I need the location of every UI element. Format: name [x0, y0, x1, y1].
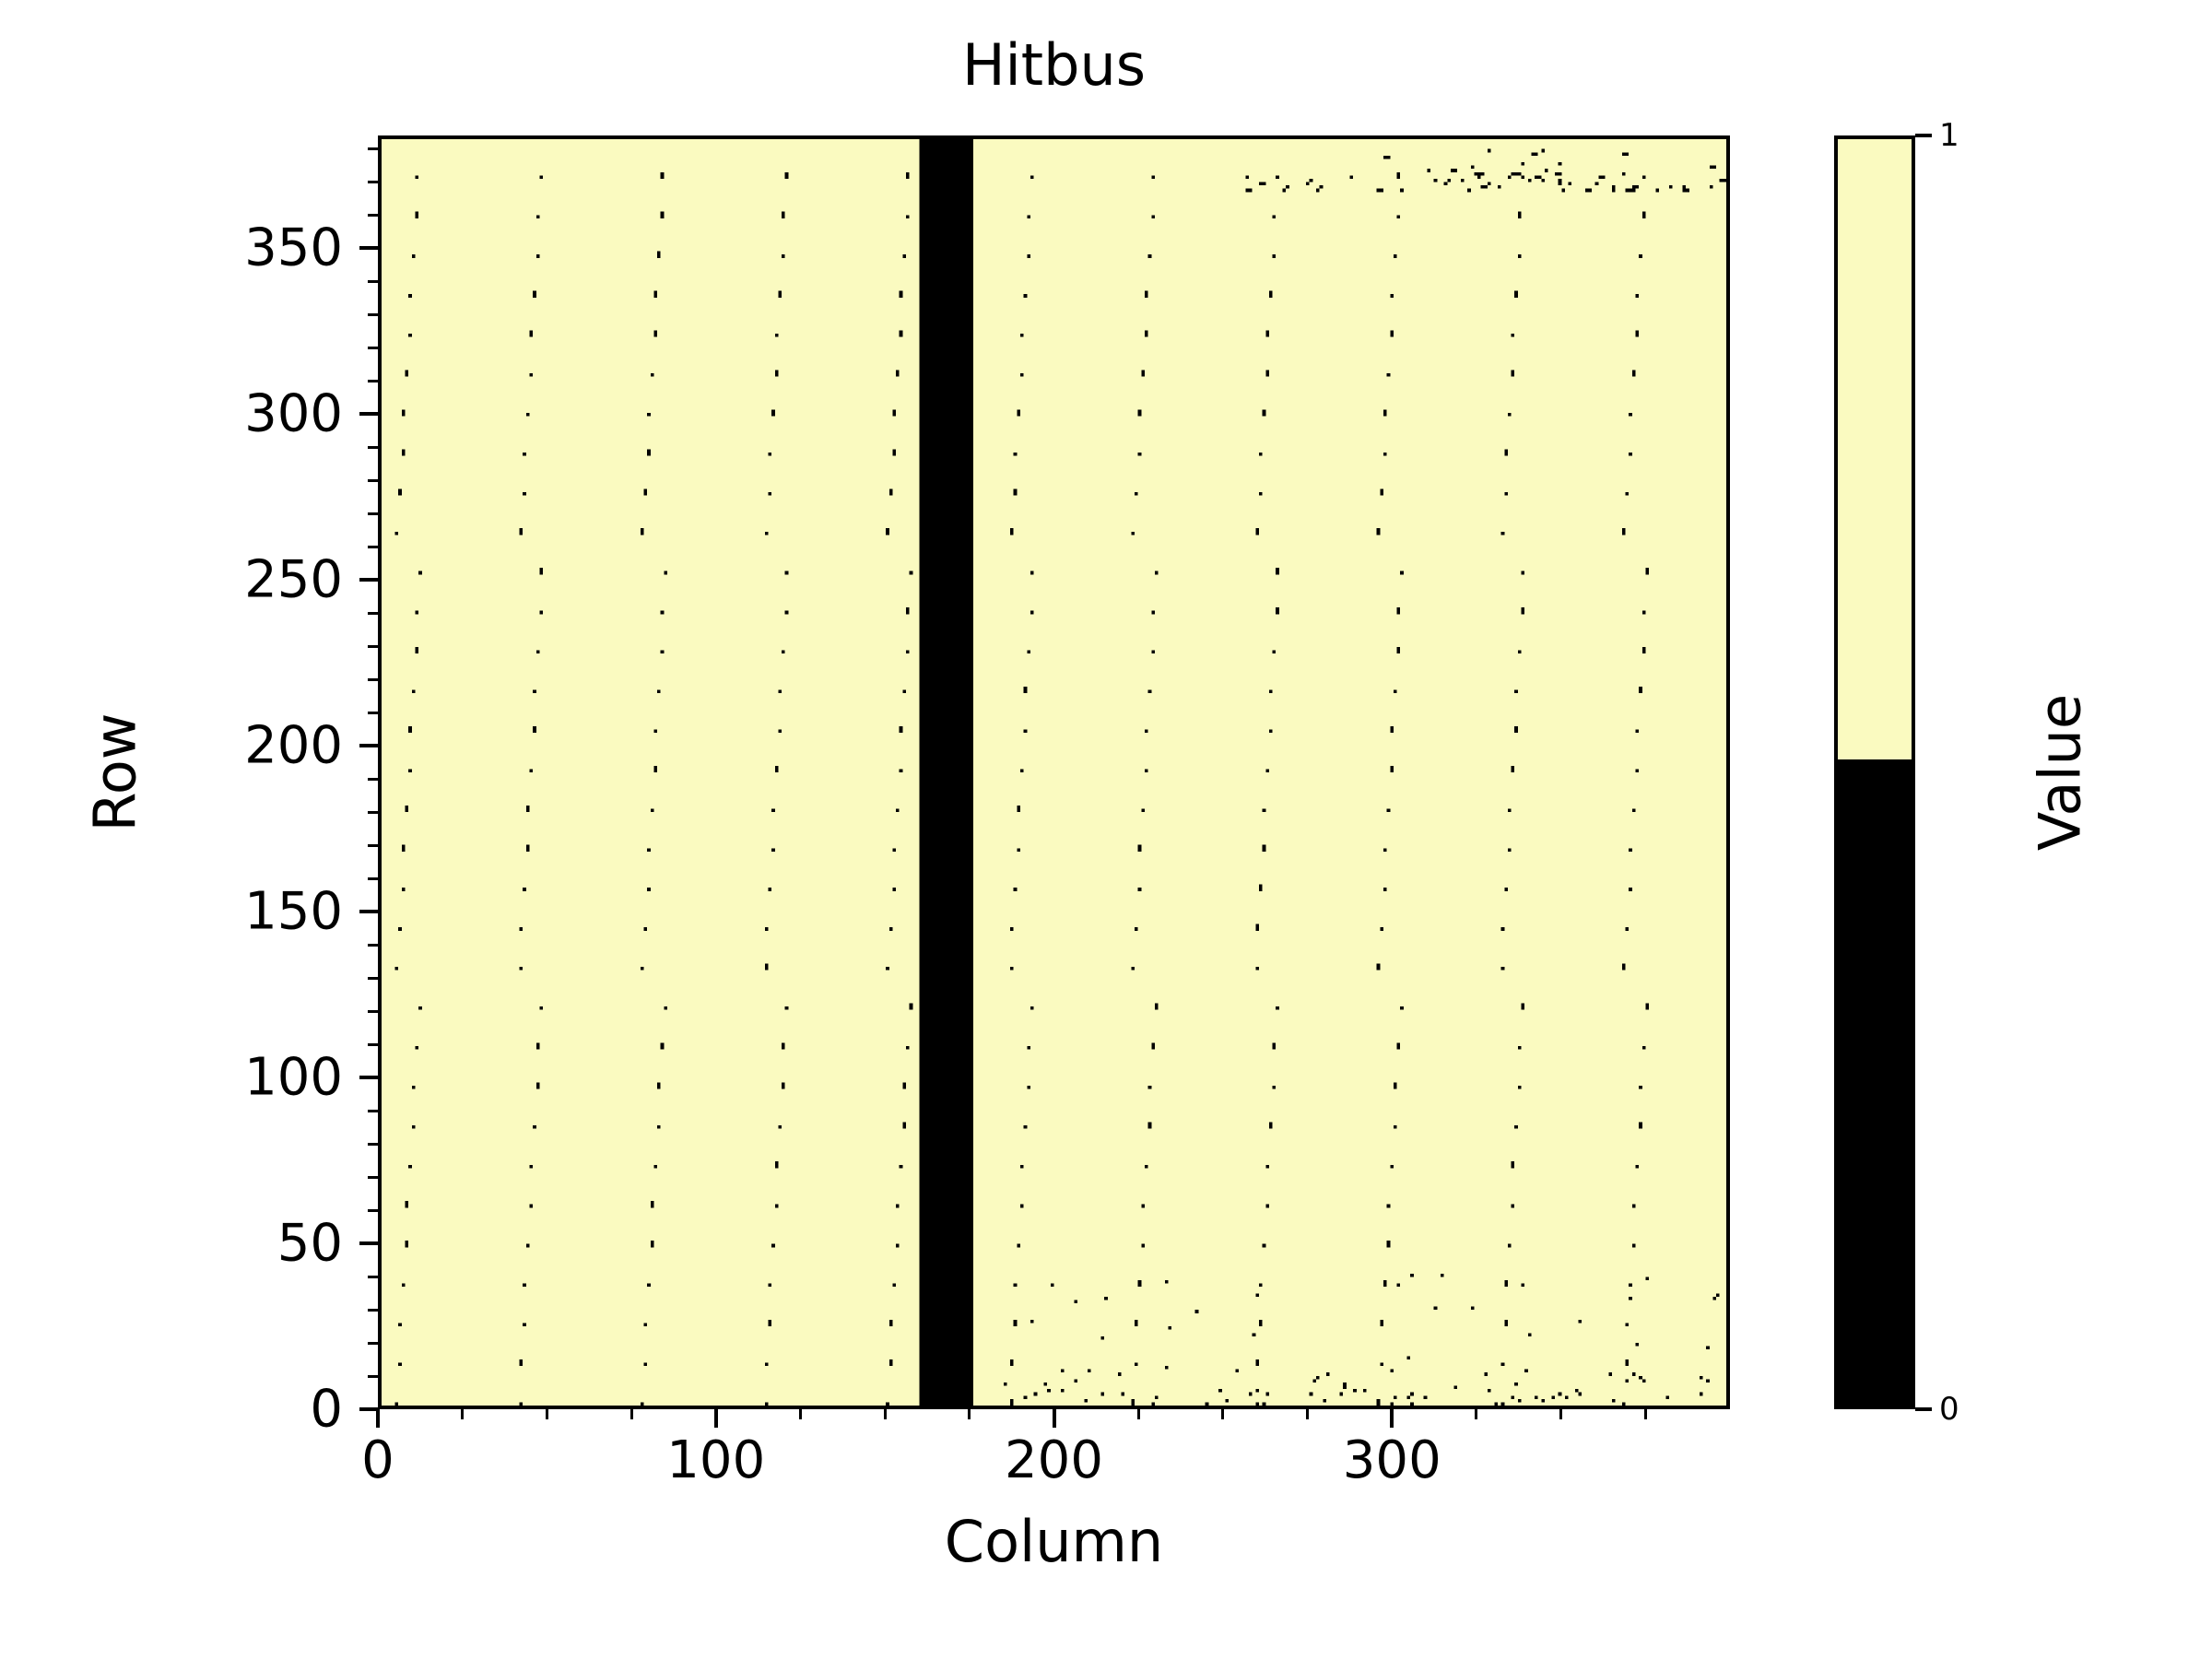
x-tick-minor: [1559, 1409, 1563, 1419]
y-tick-minor: [368, 1275, 378, 1278]
x-tick-minor: [1475, 1409, 1478, 1419]
y-tick-minor: [368, 1374, 378, 1378]
y-tick-major: [359, 1407, 378, 1411]
colorbar-tick: [1915, 1407, 1932, 1411]
y-tick-label: 100: [244, 1047, 343, 1108]
y-tick-minor: [368, 1109, 378, 1112]
y-tick-minor: [368, 545, 378, 548]
x-tick-minor: [1306, 1409, 1310, 1419]
y-tick-label: 250: [244, 549, 343, 610]
heatmap-plot-area[interactable]: [378, 135, 1730, 1409]
x-tick-minor: [968, 1409, 971, 1419]
x-tick-minor: [1136, 1409, 1140, 1419]
y-tick-minor: [368, 1341, 378, 1345]
colorbar-high-segment: [1838, 139, 1912, 760]
y-tick-minor: [368, 180, 378, 183]
y-tick-minor: [368, 644, 378, 648]
x-tick-minor: [883, 1409, 887, 1419]
y-tick-label: 0: [310, 1379, 343, 1440]
y-tick-major: [359, 246, 378, 251]
colorbar-label: Value: [2026, 693, 2094, 852]
x-tick-major: [713, 1409, 718, 1428]
y-tick-minor: [368, 346, 378, 349]
y-tick-minor: [368, 1009, 378, 1013]
y-tick-minor: [368, 943, 378, 947]
x-tick-minor: [1221, 1409, 1225, 1419]
y-tick-minor: [368, 147, 378, 150]
colorbar-low-segment: [1838, 759, 1912, 1406]
y-tick-minor: [368, 512, 378, 515]
y-tick-label: 50: [276, 1213, 343, 1274]
y-tick-minor: [368, 1308, 378, 1312]
x-tick-minor: [545, 1409, 548, 1419]
y-tick-major: [359, 578, 378, 582]
x-tick-label: 0: [361, 1430, 394, 1490]
y-tick-minor: [368, 445, 378, 449]
x-tick-label: 200: [1005, 1430, 1103, 1490]
y-tick-minor: [368, 877, 378, 880]
y-tick-label: 200: [244, 715, 343, 776]
y-tick-minor: [368, 213, 378, 217]
y-tick-label: 300: [244, 383, 343, 444]
y-tick-minor: [368, 611, 378, 615]
y-tick-minor: [368, 1175, 378, 1179]
x-axis-label: Column: [944, 1508, 1164, 1575]
y-tick-minor: [368, 1208, 378, 1212]
x-tick-minor: [1643, 1409, 1647, 1419]
y-tick-major: [359, 1241, 378, 1246]
colorbar-tick-label: 1: [1939, 117, 1959, 154]
y-tick-minor: [368, 1142, 378, 1146]
y-tick-major: [359, 412, 378, 417]
y-tick-minor: [368, 677, 378, 681]
y-tick-minor: [368, 843, 378, 847]
y-axis-label: Row: [81, 712, 149, 832]
y-tick-major: [359, 744, 378, 748]
colorbar-tick-label: 0: [1939, 1391, 1959, 1428]
x-tick-major: [376, 1409, 380, 1428]
y-tick-label: 150: [244, 881, 343, 942]
heatmap-image: [382, 139, 1726, 1406]
y-tick-minor: [368, 810, 378, 814]
x-tick-minor: [629, 1409, 633, 1419]
chart-title: Hitbus: [961, 31, 1147, 99]
y-tick-minor: [368, 777, 378, 781]
colorbar-tick: [1915, 134, 1932, 137]
x-tick-label: 300: [1342, 1430, 1441, 1490]
y-tick-major: [359, 1076, 378, 1080]
y-tick-minor: [368, 279, 378, 283]
x-tick-major: [1390, 1409, 1394, 1428]
x-tick-minor: [798, 1409, 802, 1419]
y-tick-label: 350: [244, 218, 343, 278]
y-tick-minor: [368, 379, 378, 382]
x-tick-major: [1052, 1409, 1056, 1428]
x-tick-label: 100: [666, 1430, 766, 1490]
y-tick-minor: [368, 478, 378, 482]
x-tick-minor: [461, 1409, 465, 1419]
y-tick-minor: [368, 312, 378, 316]
y-tick-minor: [368, 711, 378, 714]
y-tick-minor: [368, 976, 378, 980]
y-tick-major: [359, 910, 378, 914]
y-tick-minor: [368, 1042, 378, 1046]
colorbar[interactable]: [1834, 135, 1915, 1409]
